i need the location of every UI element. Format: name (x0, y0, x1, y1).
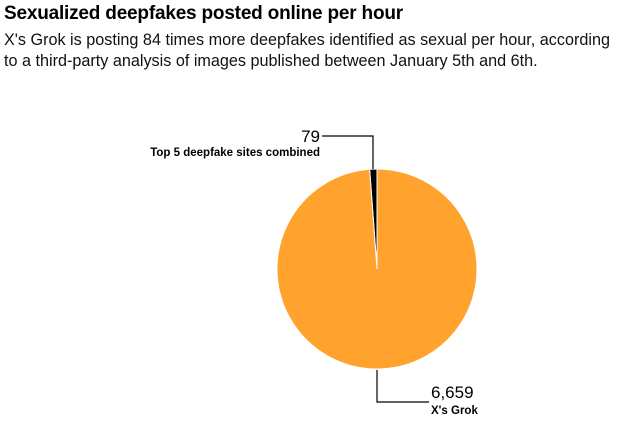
chart-subtitle: X's Grok is posting 84 times more deepfa… (4, 31, 610, 70)
pie-slice-grok (276, 168, 478, 370)
slice-label-top-5-sites: Top 5 deepfake sites combined (150, 147, 320, 159)
slice-value-top-5-sites: 79 (301, 127, 320, 146)
leader-line-grok (376, 370, 429, 403)
chart-title: Sexualized deepfakes posted online per h… (4, 3, 403, 24)
leader-line-top-5-sites (322, 135, 374, 169)
pie-annotations: 79 Top 5 deepfake sites combined 6,659 X… (150, 127, 478, 417)
slice-label-grok: X's Grok (431, 405, 478, 417)
pie-slices (276, 168, 478, 370)
slice-value-grok: 6,659 (431, 383, 474, 402)
